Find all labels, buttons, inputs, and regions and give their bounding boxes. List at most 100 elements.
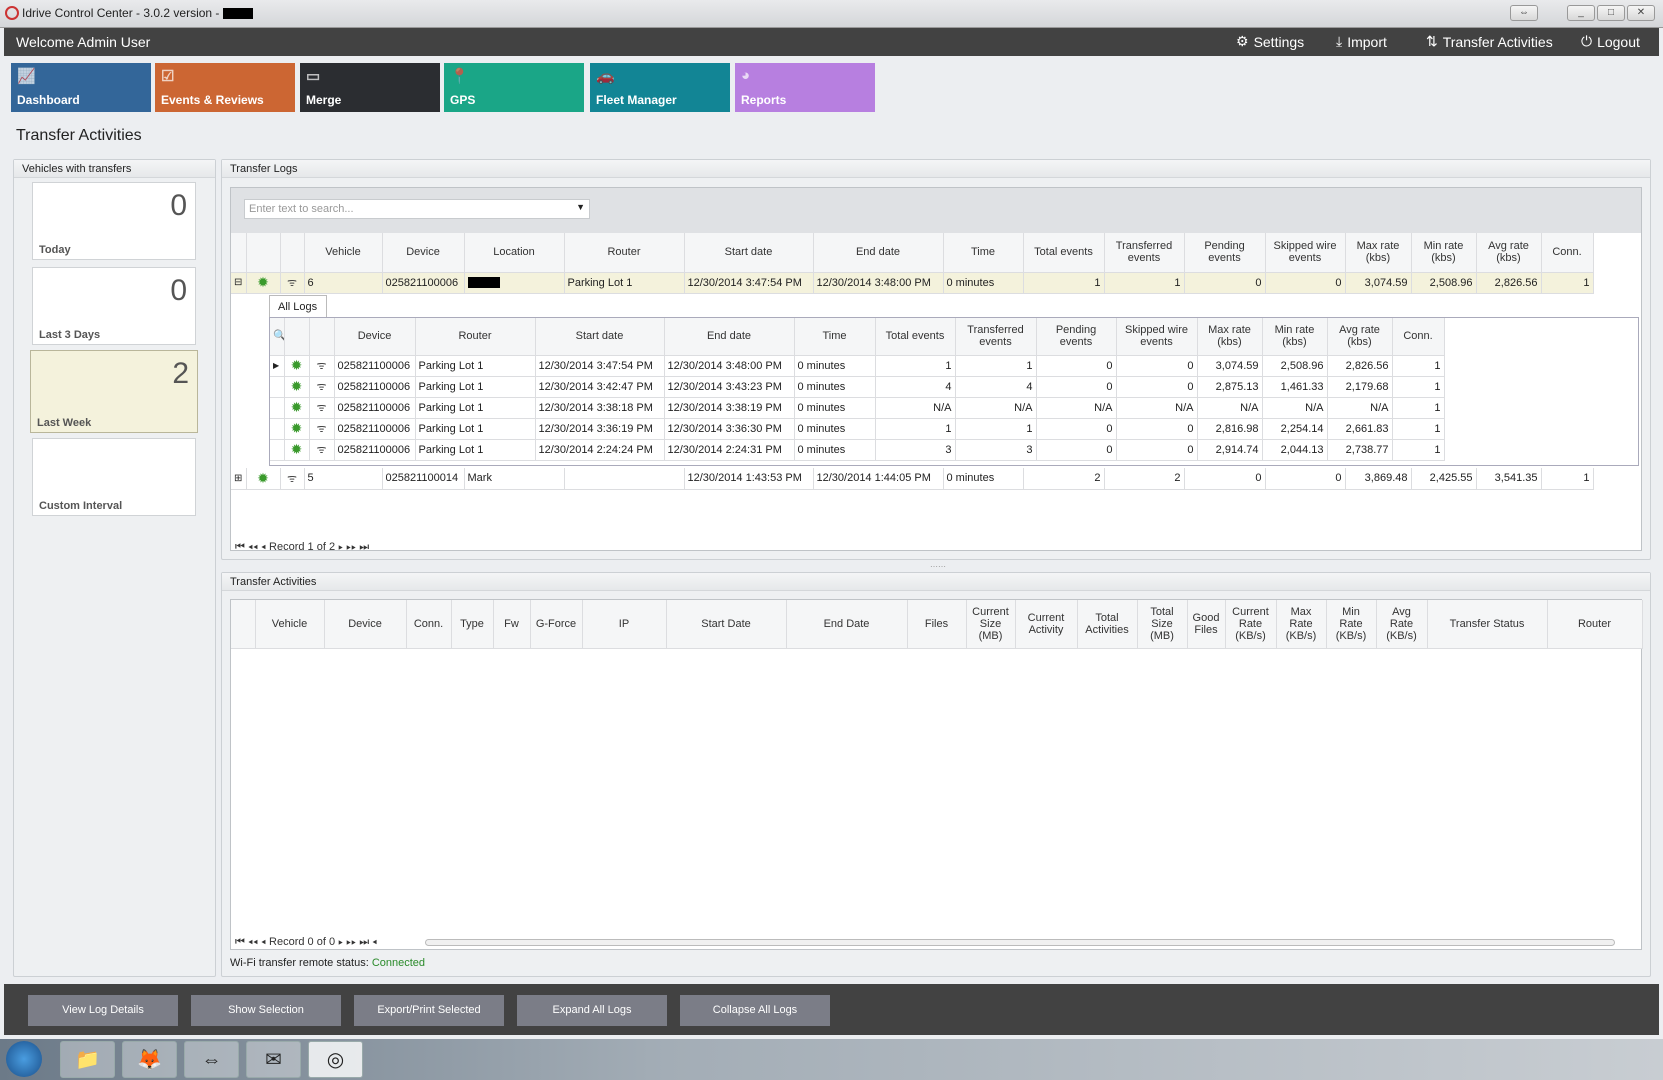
column-header[interactable]: Type <box>451 600 494 649</box>
resize-button[interactable]: ⇔ <box>1510 5 1538 21</box>
column-header[interactable]: Fw <box>493 600 531 649</box>
column-header[interactable]: Min rate (kbs) <box>1411 233 1477 273</box>
detail-row[interactable]: ✹ ᯤ 025821100006 Parking Lot 1 12/30/2014 3:… <box>270 397 1445 419</box>
column-header[interactable]: Vehicle <box>255 600 325 649</box>
column-header[interactable]: Avg rate (kbs) <box>1476 233 1542 273</box>
transfer-activities-link[interactable]: ⇅ Transfer Activities <box>1426 33 1553 50</box>
column-header[interactable]: Device <box>334 318 416 356</box>
column-header[interactable]: Time <box>794 318 876 356</box>
column-header[interactable]: Start date <box>535 318 665 356</box>
search-input[interactable]: Enter text to search... ▼ <box>244 199 590 219</box>
pager-nav-icons[interactable]: ⏮ ◂◂ ◂ <box>235 541 270 553</box>
column-header[interactable]: Router <box>564 233 685 273</box>
expand-col[interactable] <box>231 233 247 273</box>
gear-col[interactable] <box>284 318 310 356</box>
column-header[interactable]: Router <box>1547 600 1643 649</box>
outlook-icon[interactable]: ✉ <box>246 1041 301 1078</box>
column-header[interactable]: Current Size (MB) <box>966 600 1016 649</box>
column-header[interactable]: Conn. <box>406 600 452 649</box>
column-header[interactable]: Total events <box>875 318 956 356</box>
logout-link[interactable]: ⏻ Logout <box>1581 33 1640 50</box>
column-header[interactable]: Device <box>382 233 465 273</box>
column-header[interactable]: Device <box>324 600 407 649</box>
column-header[interactable]: Avg Rate (KB/s) <box>1376 600 1428 649</box>
collapse-all-logs-button[interactable]: Collapse All Logs <box>680 995 830 1026</box>
minimize-button[interactable]: _ <box>1567 5 1595 21</box>
column-header[interactable]: G-Force <box>530 600 583 649</box>
column-header[interactable]: Start date <box>684 233 814 273</box>
column-header[interactable]: Current Rate (KB/s) <box>1225 600 1277 649</box>
column-header[interactable]: Location <box>464 233 565 273</box>
tile-dashboard[interactable]: 📈 Dashboard <box>11 63 151 112</box>
column-header[interactable]: End Date <box>786 600 908 649</box>
collapse-icon[interactable]: ⊟ <box>231 272 247 294</box>
indicator-col[interactable] <box>231 600 256 649</box>
column-header[interactable]: Transferred events <box>1104 233 1185 273</box>
tile-merge[interactable]: ▭ Merge <box>300 63 440 112</box>
settings-link[interactable]: ⚙ Settings <box>1236 33 1305 50</box>
search-col[interactable]: 🔍 <box>270 318 285 356</box>
detail-row[interactable]: ✹ ᯤ 025821100006 Parking Lot 1 12/30/2014 3:… <box>270 418 1445 440</box>
view-log-details-button[interactable]: View Log Details <box>28 995 178 1026</box>
tile-fleet-manager[interactable]: 🚗 Fleet Manager <box>590 63 730 112</box>
table-row[interactable]: ⊟ ✹ ᯤ 6 025821100006 Parking Lot 1 12/30/2014 … <box>231 272 1594 294</box>
tile-gps[interactable]: 📍 GPS <box>444 63 584 112</box>
tile-reports[interactable]: ◕ Reports <box>735 63 875 112</box>
activities-pager[interactable]: ⏮ ◂◂ ◂ Record 0 of 0 ▸ ▸▸ ⏭ ◂ <box>235 936 1639 949</box>
card-today[interactable]: 0 Today <box>32 182 196 260</box>
splitter-handle[interactable]: ⋯⋯ <box>930 562 946 571</box>
column-header[interactable]: Conn. <box>1541 233 1594 273</box>
card-last-3-days[interactable]: 0 Last 3 Days <box>32 267 196 345</box>
column-header[interactable]: Avg rate (kbs) <box>1327 318 1393 356</box>
column-header[interactable]: Min rate (kbs) <box>1262 318 1328 356</box>
import-link[interactable]: ⤓ Import <box>1336 33 1387 50</box>
start-orb-icon[interactable] <box>6 1041 42 1077</box>
gear-col[interactable] <box>246 233 281 273</box>
horizontal-scrollbar[interactable] <box>425 939 1615 946</box>
wifi-col[interactable] <box>309 318 335 356</box>
show-selection-button[interactable]: Show Selection <box>191 995 341 1026</box>
column-header[interactable]: Start Date <box>666 600 787 649</box>
logs-pager[interactable]: ⏮ ◂◂ ◂ Record 1 of 2 ▸ ▸▸ ⏭ <box>235 541 370 553</box>
column-header[interactable]: Max rate (kbs) <box>1345 233 1412 273</box>
table-row[interactable]: ⊞ ✹ ᯤ 5 025821100014 Mark 12/30/2014 1:43:53 P… <box>231 468 1594 490</box>
column-header[interactable]: Pending events <box>1036 318 1117 356</box>
column-header[interactable]: Current Activity <box>1015 600 1078 649</box>
dropdown-arrow-icon[interactable]: ▼ <box>576 202 585 212</box>
card-custom-interval[interactable]: Custom Interval <box>32 438 196 516</box>
column-header[interactable]: End date <box>664 318 795 356</box>
column-header[interactable]: End date <box>813 233 944 273</box>
column-header[interactable]: Conn. <box>1392 318 1445 356</box>
explorer-icon[interactable]: 📁 <box>60 1041 115 1078</box>
column-header[interactable]: Files <box>907 600 967 649</box>
expand-all-logs-button[interactable]: Expand All Logs <box>517 995 667 1026</box>
detail-row[interactable]: ▶ ✹ ᯤ 025821100006 Parking Lot 1 12/30/2014 3… <box>270 355 1445 377</box>
column-header[interactable]: Transferred events <box>955 318 1037 356</box>
column-header[interactable]: Transfer Status <box>1427 600 1548 649</box>
column-header[interactable]: Vehicle <box>304 233 383 273</box>
column-header[interactable]: Min Rate (KB/s) <box>1326 600 1377 649</box>
column-header[interactable]: Max rate (kbs) <box>1197 318 1263 356</box>
maximize-button[interactable]: □ <box>1597 5 1625 21</box>
column-header[interactable]: Total events <box>1023 233 1105 273</box>
tile-events-reviews[interactable]: ☑ Events & Reviews <box>155 63 295 112</box>
column-header[interactable]: Router <box>415 318 536 356</box>
column-header[interactable]: Total Activities <box>1077 600 1138 649</box>
column-header[interactable]: Max Rate (KB/s) <box>1276 600 1327 649</box>
column-header[interactable]: Skipped wire events <box>1265 233 1346 273</box>
close-button[interactable]: ✕ <box>1627 5 1655 21</box>
export-print-selected-button[interactable]: Export/Print Selected <box>354 995 504 1026</box>
column-header[interactable]: Time <box>943 233 1024 273</box>
teamviewer-icon[interactable]: ⇔ <box>184 1041 239 1078</box>
detail-row[interactable]: ✹ ᯤ 025821100006 Parking Lot 1 12/30/2014 3:… <box>270 376 1445 398</box>
card-last-week[interactable]: 2 Last Week <box>30 350 198 433</box>
idrive-icon[interactable]: ◎ <box>308 1041 363 1078</box>
firefox-icon[interactable]: 🦊 <box>122 1041 177 1078</box>
tab-all-logs[interactable]: All Logs <box>269 295 327 317</box>
wifi-col[interactable] <box>280 233 305 273</box>
column-header[interactable]: IP <box>582 600 667 649</box>
expand-icon[interactable]: ⊞ <box>231 468 247 490</box>
column-header[interactable]: Pending events <box>1184 233 1266 273</box>
column-header[interactable]: Good Files <box>1187 600 1226 649</box>
detail-row[interactable]: ✹ ᯤ 025821100006 Parking Lot 1 12/30/2014 2:… <box>270 439 1445 461</box>
